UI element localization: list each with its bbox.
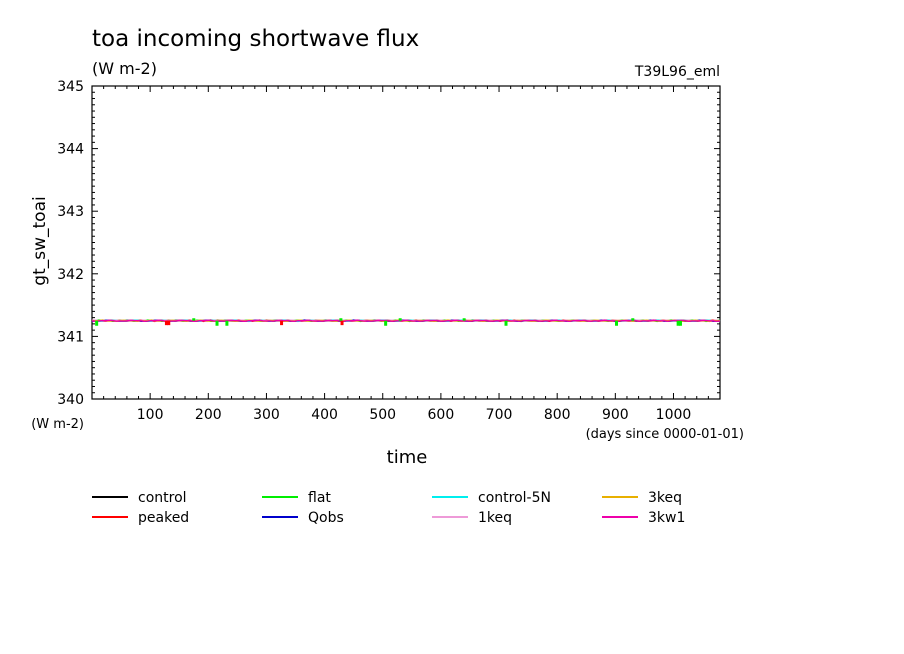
x-tick-label: 100: [137, 407, 164, 423]
chart-subtitle: (W m-2): [92, 59, 157, 78]
y-tick-label: 340: [57, 392, 84, 408]
x-tick-label: 900: [602, 407, 629, 423]
y-tick-label: 343: [57, 204, 84, 220]
x-tick-label: 500: [369, 407, 396, 423]
x-tick-label: 400: [311, 407, 338, 423]
legend-label: 3keq: [648, 490, 682, 506]
x-tick-label: 200: [195, 407, 222, 423]
legend-label: peaked: [138, 510, 189, 526]
legend-item-3kw1: 3kw1: [602, 510, 685, 526]
plot-frame: [91, 85, 721, 400]
x-tick-label: 700: [486, 407, 513, 423]
legend-item-3keq: 3keq: [602, 490, 682, 506]
y-tick-label: 342: [57, 267, 84, 283]
x-axis-unit: (days since 0000-01-01): [586, 427, 744, 442]
legend-label: 1keq: [478, 510, 512, 526]
y-tick-label: 344: [57, 142, 84, 158]
legend-item-Qobs: Qobs: [262, 510, 344, 526]
y-axis-title: gt_sw_toai: [30, 196, 50, 285]
legend-label: control-5N: [478, 490, 551, 506]
legend-item-flat: flat: [262, 490, 331, 506]
x-tick-label: 300: [253, 407, 280, 423]
legend-item-control-5N: control-5N: [432, 490, 551, 506]
y-tick-label: 341: [57, 329, 84, 345]
x-axis-title: time: [387, 447, 428, 468]
chart-title: toa incoming shortwave flux: [92, 26, 419, 52]
legend-label: Qobs: [308, 510, 344, 526]
x-tick-label: 1000: [656, 407, 692, 423]
y-tick-label: 345: [57, 79, 84, 95]
x-tick-label: 800: [544, 407, 571, 423]
legend-item-1keq: 1keq: [432, 510, 512, 526]
legend-label: 3kw1: [648, 510, 685, 526]
legend-item-peaked: peaked: [92, 510, 189, 526]
legend-label: control: [138, 490, 187, 506]
x-tick-label: 600: [428, 407, 455, 423]
legend-item-control: control: [92, 490, 187, 506]
experiment-label: T39L96_eml: [634, 64, 720, 80]
legend-label: flat: [308, 490, 331, 506]
y-axis-unit: (W m-2): [31, 417, 84, 432]
